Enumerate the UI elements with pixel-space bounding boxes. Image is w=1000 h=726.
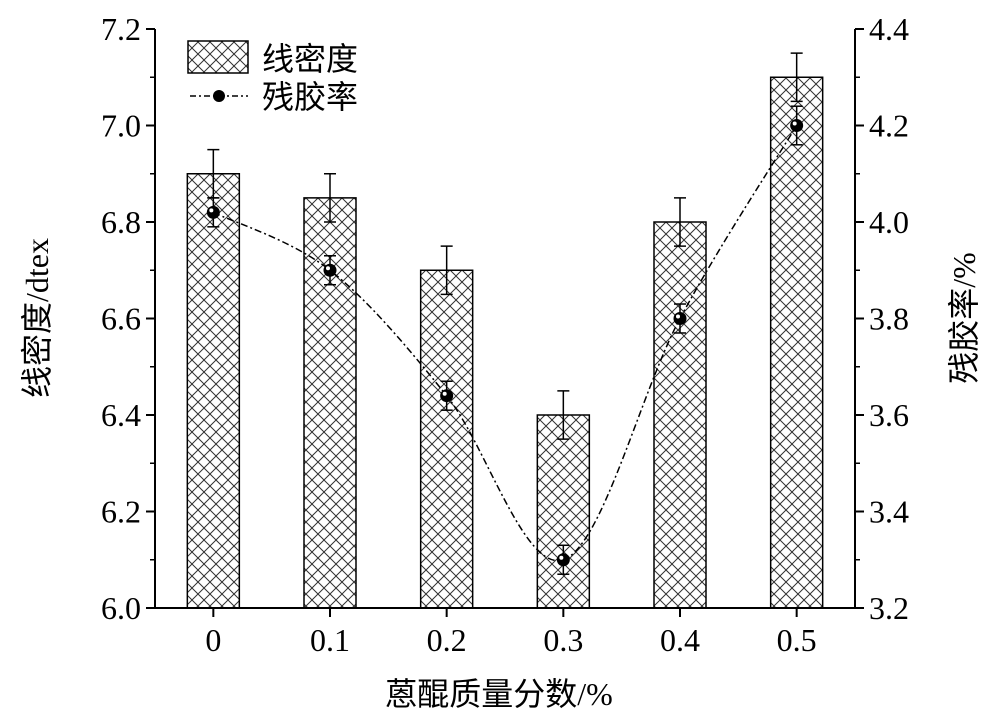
legend: 线密度 残胶率 (187, 40, 358, 115)
y-tick-label-left: 6.6 (101, 301, 141, 337)
x-tick-label: 0.5 (777, 622, 817, 658)
y-tick-label-right: 4.2 (869, 108, 909, 144)
legend-swatch-marker (213, 90, 225, 102)
x-tick-label: 0.2 (427, 622, 467, 658)
point-0.1 (323, 263, 337, 277)
point-highlight (442, 391, 447, 396)
y-tick-label-left: 6.4 (101, 397, 141, 433)
x-tick-label: 0 (205, 622, 221, 658)
point-highlight (676, 314, 680, 319)
y-tick-label-left: 7.2 (101, 11, 141, 47)
y-tick-label-right: 3.6 (869, 397, 909, 433)
y-tick-label-left: 7.0 (101, 108, 141, 144)
point-0.5 (790, 119, 804, 132)
y-tick-label-right: 4.0 (869, 204, 909, 240)
y-axis-label-left: 线密度/dtex (19, 238, 55, 398)
x-tick-label: 0.3 (543, 622, 583, 658)
bar-0 (186, 173, 241, 609)
bar-0.5 (769, 76, 824, 609)
x-tick-label: 0.1 (310, 622, 350, 658)
point-0 (206, 205, 220, 219)
x-axis-label: 蒽醌质量分数/% (385, 676, 613, 712)
y-tick-label-right: 4.4 (869, 11, 909, 47)
legend-swatch-bar (187, 40, 249, 74)
y-tick-label-right: 3.4 (869, 494, 909, 530)
y-tick-label-right: 3.8 (869, 301, 909, 337)
y-axis-label-right: 残胶率/% (946, 252, 982, 384)
point-0.2 (440, 389, 454, 403)
line-layer (206, 105, 804, 575)
bar-0.4 (653, 221, 707, 609)
bars-layer (186, 52, 824, 609)
point-highlight (792, 121, 797, 126)
point-highlight (209, 208, 214, 213)
y-tick-label-right: 3.2 (869, 590, 909, 626)
bar-0.3 (536, 414, 591, 609)
legend-label-line: 残胶率 (262, 79, 358, 115)
x-tick-label: 0.4 (660, 622, 700, 658)
y-tick-label-left: 6.8 (101, 204, 141, 240)
axes-layer: 0 0.1 0.2 0.3 0.4 0.5 6.0 6.2 6.4 6.6 6.8 7.0 7.2 3.2… (101, 11, 909, 658)
bar-0.2 (419, 269, 474, 609)
line-series (212, 125, 798, 562)
legend-label-bar: 线密度 (262, 41, 358, 77)
point-0.3 (556, 553, 570, 567)
point-0.4 (673, 312, 687, 325)
point-highlight (326, 266, 330, 271)
point-highlight (559, 555, 564, 560)
y-tick-label-left: 6.0 (101, 590, 141, 626)
y-tick-label-left: 6.2 (101, 494, 141, 530)
